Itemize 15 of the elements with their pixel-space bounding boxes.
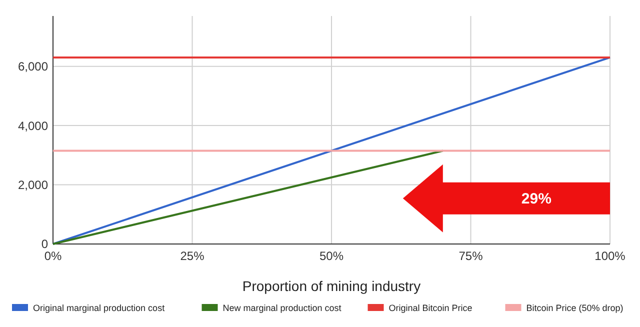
annotation: 29% xyxy=(521,190,552,208)
x-axis-title: Proportion of mining industry xyxy=(242,278,421,294)
x-tick-label: 100% xyxy=(594,249,626,263)
x-tick-label: 25% xyxy=(180,249,205,263)
y-tick-label: 2,000 xyxy=(18,178,48,192)
x-tick-label: 75% xyxy=(458,249,484,263)
legend-label: Bitcoin Price (50% drop) xyxy=(526,303,624,313)
x-tick-label: 0% xyxy=(44,249,62,263)
y-tick-label: 6,000 xyxy=(18,60,48,74)
y-tick-label: 4,000 xyxy=(18,118,48,133)
legend-label: Original Bitcoin Price xyxy=(388,303,472,313)
y-tick-label: 0 xyxy=(41,237,48,252)
legend-label: New marginal production cost xyxy=(222,303,342,313)
legend-label: Original marginal production cost xyxy=(33,303,166,313)
x-tick-label: 50% xyxy=(319,249,344,263)
